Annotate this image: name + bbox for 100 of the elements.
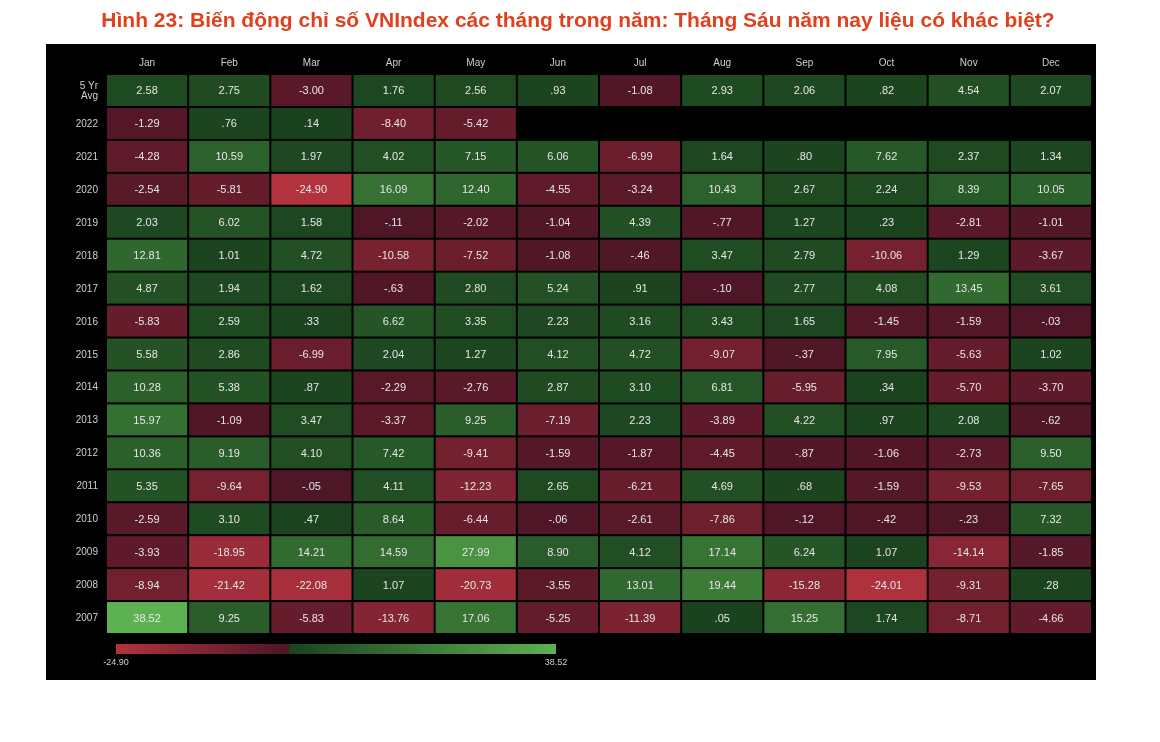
- data-label: 3.43: [711, 315, 733, 328]
- data-label: 4.39: [629, 216, 651, 229]
- data-label: 2.86: [218, 348, 240, 360]
- data-label: 9.25: [218, 611, 240, 624]
- data-label: 3.35: [465, 315, 487, 328]
- data-label: -5.95: [791, 380, 817, 393]
- data-label: .82: [878, 84, 895, 97]
- data-label: -12.23: [460, 479, 492, 492]
- data-label: 1.94: [218, 282, 240, 295]
- data-label: .80: [796, 150, 813, 163]
- data-label: 10.36: [133, 446, 161, 459]
- data-label: 10.59: [215, 150, 244, 163]
- data-label: -2.61: [627, 512, 653, 525]
- data-label: 1.34: [1040, 150, 1062, 163]
- data-label: 3.10: [218, 512, 240, 525]
- data-label: -7.65: [1038, 479, 1064, 492]
- data-label: -3.89: [709, 413, 735, 426]
- data-label: 9.19: [218, 446, 240, 459]
- data-label: -2.76: [463, 380, 489, 393]
- data-label: 7.95: [875, 348, 898, 360]
- x-tick-label: May: [466, 57, 486, 68]
- data-label: -.05: [301, 479, 321, 492]
- data-label: -4.55: [545, 183, 571, 196]
- data-label: -15.28: [788, 578, 821, 591]
- data-label: -4.28: [134, 150, 160, 163]
- data-label: .97: [878, 413, 895, 426]
- data-label: -9.53: [956, 479, 982, 492]
- data-label: 4.87: [136, 282, 158, 295]
- y-tick-label: 2017: [75, 282, 99, 294]
- data-label: -8.71: [956, 611, 982, 624]
- data-label: .05: [714, 611, 730, 624]
- y-tick-label: 2010: [75, 513, 99, 525]
- y-tick-label: 2015: [75, 348, 99, 360]
- data-label: .93: [550, 84, 566, 97]
- data-label: -2.81: [956, 216, 982, 229]
- y-tick-label: 2008: [75, 579, 99, 591]
- y-tick-label: 2022: [75, 117, 99, 129]
- y-tick-label: 2011: [76, 480, 99, 492]
- data-label: -1.59: [956, 315, 982, 328]
- data-label: -2.59: [134, 512, 160, 525]
- data-label: 3.47: [711, 249, 733, 262]
- x-tick-label: Jun: [549, 57, 566, 68]
- data-label: -6.99: [298, 348, 324, 360]
- data-label: -1.01: [1038, 216, 1064, 229]
- y-tick-label: 2007: [75, 612, 99, 624]
- data-label: -5.81: [216, 183, 242, 196]
- data-label: -8.40: [381, 117, 407, 130]
- data-label: 2.04: [382, 348, 405, 360]
- chart-title: Hình 23: Biến động chỉ số VNIndex các tháng trong năm: Tháng Sáu năm nay liệu có khác biệt?: [100, 8, 1056, 32]
- data-label: -6.44: [463, 512, 489, 525]
- x-tick-label: Apr: [385, 57, 403, 68]
- data-label: -5.83: [134, 315, 160, 328]
- data-label: 2.65: [547, 479, 569, 492]
- data-label: 9.25: [465, 413, 487, 426]
- data-label: .28: [1043, 578, 1059, 591]
- data-label: 1.76: [382, 84, 405, 97]
- data-label: .23: [878, 216, 895, 229]
- data-label: -14.14: [953, 545, 985, 558]
- data-label: -3.93: [134, 545, 160, 558]
- data-label: 7.62: [875, 150, 898, 163]
- data-label: 6.62: [382, 315, 405, 328]
- data-label: 2.80: [465, 282, 487, 295]
- data-label: 2.87: [547, 380, 569, 393]
- data-label: 3.10: [629, 380, 651, 393]
- x-tick-label: Jan: [139, 57, 156, 68]
- y-tick-label: 5 Yr Avg: [79, 80, 99, 102]
- data-label: 4.11: [383, 479, 404, 492]
- data-label: 1.07: [875, 545, 898, 558]
- x-tick-label: Feb: [220, 57, 239, 68]
- data-label: -5.83: [298, 611, 324, 624]
- data-label: 6.81: [711, 380, 733, 393]
- data-label: -3.67: [1038, 249, 1064, 262]
- data-label: 2.08: [958, 413, 980, 426]
- data-label: 15.25: [790, 611, 819, 624]
- data-label: 16.09: [379, 183, 408, 196]
- data-label: -3.37: [381, 413, 407, 426]
- data-label: -9.64: [216, 479, 242, 492]
- data-label: 2.06: [793, 84, 816, 97]
- data-label: 1.65: [793, 315, 816, 328]
- data-label: 7.15: [465, 150, 487, 163]
- data-label: 2.23: [547, 315, 569, 328]
- data-label: 2.79: [793, 249, 816, 262]
- data-label: -.62: [1041, 413, 1061, 426]
- data-label: 4.10: [300, 446, 323, 459]
- data-label: -1.09: [216, 413, 242, 426]
- data-label: -4.45: [709, 446, 735, 459]
- x-tick-label: Oct: [878, 57, 895, 68]
- data-label: -8.94: [134, 578, 160, 591]
- data-label: -1.29: [134, 117, 160, 130]
- data-label: 2.07: [1040, 84, 1062, 97]
- data-label: 4.72: [629, 348, 651, 360]
- data-label: 3.47: [300, 413, 323, 426]
- data-label: -24.90: [295, 183, 328, 196]
- data-label: -.37: [794, 348, 814, 360]
- data-label: -.06: [548, 512, 568, 525]
- data-label: 19.44: [708, 578, 737, 591]
- data-label: -5.25: [545, 611, 571, 624]
- data-label: -.12: [794, 512, 814, 525]
- data-label: -10.58: [377, 249, 410, 262]
- data-label: -.03: [1041, 315, 1061, 328]
